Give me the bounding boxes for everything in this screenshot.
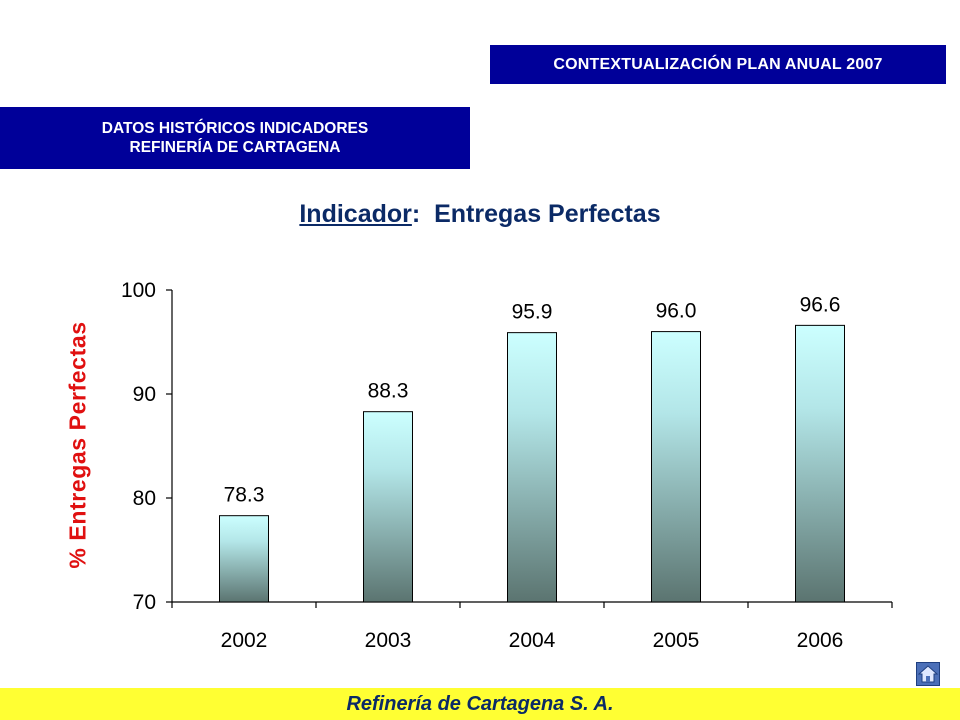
section-banner-line1: DATOS HISTÓRICOS INDICADORES [101,119,369,137]
x-tick-label: 2004 [509,629,556,652]
y-tick-label: 90 [133,383,156,406]
title-label: Indicador [299,200,412,228]
title-separator: : [411,200,421,228]
x-tick-label: 2003 [365,629,412,652]
context-banner: CONTEXTUALIZACIÓN PLAN ANUAL 2007 [490,45,946,84]
section-banner: DATOS HISTÓRICOS INDICADORES REFINERÍA D… [0,107,470,169]
section-banner-line2: REFINERÍA DE CARTAGENA [129,139,341,156]
y-tick-label: 100 [121,279,156,302]
x-tick-label: 2002 [221,629,268,652]
data-label: 96.0 [656,300,697,323]
home-icon [917,665,939,683]
data-label: 95.9 [512,301,553,324]
bar [795,324,845,603]
bar-chart: 70 80 90 100 78.3 2002 88.3 2003 95.9 2004 96.0 200… [121,279,893,652]
y-tick-label: 70 [133,591,156,614]
data-label: 78.3 [224,484,265,507]
bar [651,331,701,603]
data-label: 88.3 [368,380,409,403]
context-banner-text: CONTEXTUALIZACIÓN PLAN ANUAL 2007 [553,55,883,73]
home-button[interactable] [916,662,940,686]
title-text: Entregas Perfectas [434,200,661,228]
footer-bar: Refinería de Cartagena S. A. [0,688,960,720]
page-title: Indicador: Entregas Perfectas [0,200,960,229]
x-tick-label: 2005 [653,629,700,652]
bar [507,332,557,603]
bar [363,411,413,603]
y-tick-label: 80 [133,487,156,510]
x-tick-label: 2006 [797,629,844,652]
footer-company: Refinería de Cartagena S. A. [346,693,614,715]
data-label: 96.6 [800,293,841,316]
bar [219,515,269,603]
